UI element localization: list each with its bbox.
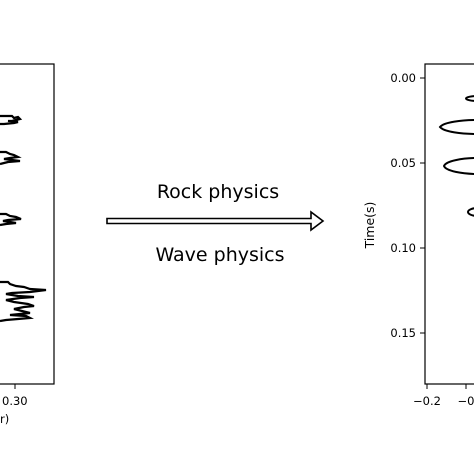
y-tick-label: 0.05 xyxy=(390,156,416,170)
wave-physics-label: Wave physics xyxy=(155,244,284,266)
hollow-arrow xyxy=(106,210,325,232)
seismic-wavelet-trace xyxy=(438,95,474,217)
rock-physics-label: Rock physics xyxy=(157,181,279,203)
right-panel: 0.00 0.05 0.10 0.15 Time(s) −0.2 −0 xyxy=(362,63,474,408)
left-log-trace xyxy=(0,114,47,323)
x-tick-label: −0.2 xyxy=(413,394,441,408)
left-x-tick-label: 0.30 xyxy=(2,394,28,408)
y-tick-label: 0.00 xyxy=(390,71,416,85)
y-axis-title: Time(s) xyxy=(362,202,377,250)
left-panel: 0.30 r) xyxy=(0,63,55,426)
x-tick-label: −0 xyxy=(458,394,474,408)
right-axes-frame xyxy=(424,63,474,385)
y-tick-label: 0.10 xyxy=(390,241,416,255)
left-axes-frame xyxy=(0,63,55,385)
y-tick-label: 0.15 xyxy=(390,326,416,340)
left-x-axis-label: r) xyxy=(0,412,9,426)
transform-arrow-group: Rock physics Wave physics xyxy=(106,181,325,266)
